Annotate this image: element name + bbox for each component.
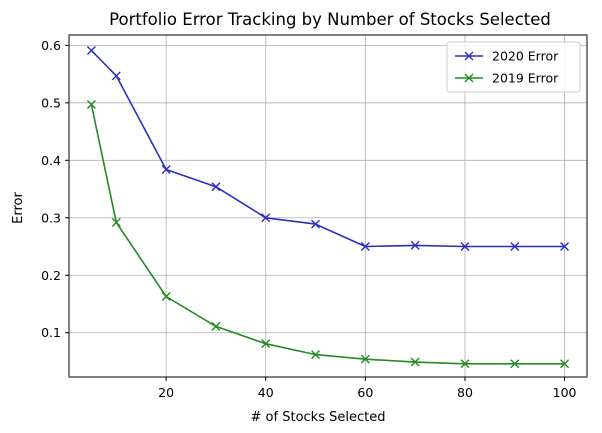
- data-point-2019-error: [560, 359, 570, 369]
- x-tick-label: 60: [357, 385, 373, 400]
- y-axis-label: Error: [11, 192, 26, 224]
- legend-label-2019-error: 2019 Error: [492, 71, 559, 86]
- data-point-2020-error: [510, 242, 520, 252]
- data-point-2020-error: [261, 213, 271, 223]
- data-point-2020-error: [211, 182, 221, 192]
- data-point-2019-error: [261, 339, 271, 349]
- y-tick-label: 0.5: [41, 95, 61, 110]
- data-point-2019-error: [311, 350, 321, 360]
- data-point-2020-error: [311, 219, 321, 229]
- legend: 2020 Error 2019 Error: [446, 41, 581, 93]
- y-tick-label: 0.2: [41, 268, 61, 283]
- plot-frame: [68, 34, 588, 378]
- data-point-2019-error: [211, 321, 221, 331]
- data-point-2020-error: [111, 71, 121, 81]
- x-axis-label: # of Stocks Selected: [251, 410, 386, 425]
- y-tick-label: 0.6: [41, 38, 61, 53]
- ticks: 20 40 60 80 100 0.1 0.2 0.3 0.4 0.5 0.6: [41, 38, 576, 400]
- data-point-2019-error: [460, 359, 470, 369]
- data-point-2019-error: [111, 217, 121, 227]
- chart-title: Portfolio Error Tracking by Number of St…: [109, 10, 551, 29]
- x-tick-label: 20: [158, 385, 174, 400]
- data-point-2019-error: [510, 359, 520, 369]
- data-point-2020-error: [460, 242, 470, 252]
- legend-marker-2020-error: [464, 51, 474, 61]
- data-point-2019-error: [161, 292, 171, 302]
- legend-label-2020-error: 2020 Error: [492, 49, 559, 64]
- data-point-2020-error: [560, 242, 570, 252]
- data-point-2019-error: [86, 100, 96, 110]
- data-point-2019-error: [410, 357, 420, 367]
- x-tick-label: 100: [553, 385, 577, 400]
- y-tick-label: 0.1: [41, 325, 61, 340]
- y-tick-label: 0.4: [41, 153, 61, 168]
- data-point-2019-error: [360, 354, 370, 364]
- data-point-2020-error: [161, 165, 171, 174]
- data-point-2020-error: [410, 240, 420, 250]
- x-tick-label: 80: [457, 385, 473, 400]
- data-point-2020-error: [360, 242, 370, 252]
- y-tick-label: 0.3: [41, 210, 61, 225]
- legend-box: [446, 41, 581, 93]
- data-point-2020-error: [86, 46, 96, 56]
- legend-marker-2019-error: [464, 73, 474, 83]
- x-tick-label: 40: [258, 385, 274, 400]
- series-layer: [86, 46, 570, 369]
